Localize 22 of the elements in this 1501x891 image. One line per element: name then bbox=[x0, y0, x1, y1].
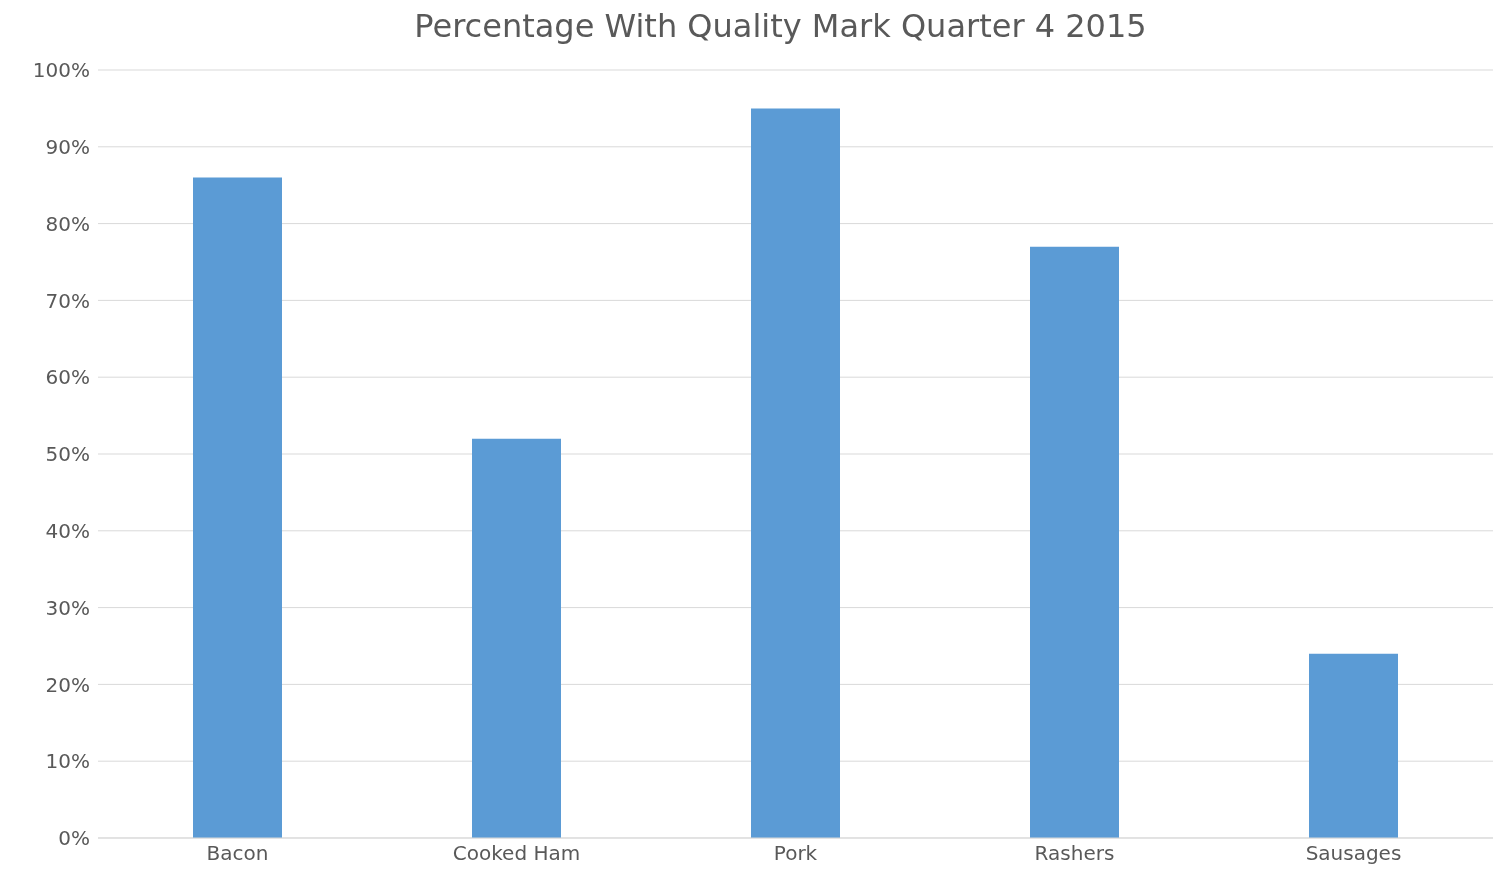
y-tick-label: 70% bbox=[45, 288, 90, 313]
y-tick-label: 0% bbox=[58, 826, 90, 851]
bar bbox=[193, 177, 282, 838]
x-tick-label: Sausages bbox=[1305, 841, 1402, 866]
bar bbox=[751, 108, 840, 838]
y-tick-label: 10% bbox=[45, 749, 90, 774]
x-tick-label: Cooked Ham bbox=[452, 841, 581, 866]
bar bbox=[472, 438, 561, 838]
y-tick-label: 100% bbox=[32, 58, 90, 83]
y-tick-label: 60% bbox=[45, 365, 90, 390]
y-tick-label: 40% bbox=[45, 518, 90, 543]
y-tick-label: 80% bbox=[45, 211, 90, 236]
bar bbox=[1030, 246, 1119, 838]
x-tick-label: Rashers bbox=[1034, 841, 1115, 866]
y-tick-label: 90% bbox=[45, 134, 90, 159]
chart-title: Percentage With Quality Mark Quarter 4 2015 bbox=[413, 7, 1148, 47]
y-tick-label: 30% bbox=[45, 595, 90, 620]
bar bbox=[1309, 653, 1398, 838]
y-tick-label: 50% bbox=[45, 442, 90, 467]
x-tick-label: Bacon bbox=[206, 841, 269, 866]
x-tick-label: Pork bbox=[773, 841, 818, 866]
y-tick-label: 20% bbox=[45, 672, 90, 697]
